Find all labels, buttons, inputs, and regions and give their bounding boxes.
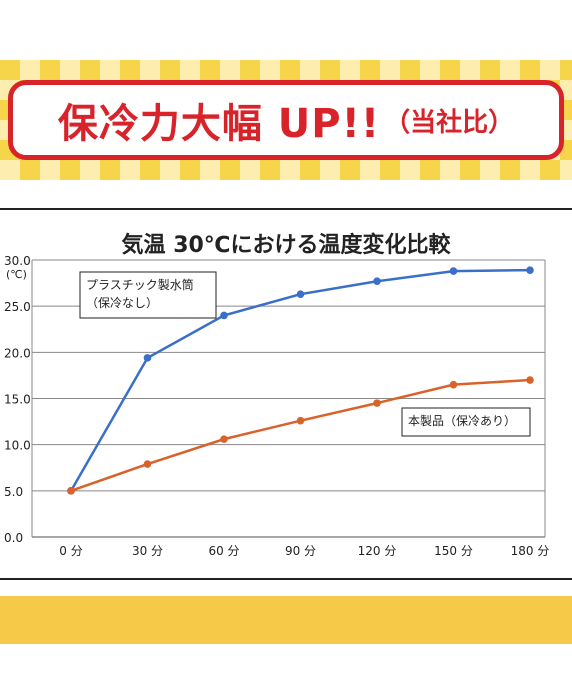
bottom-yellow-band (0, 596, 572, 644)
y-axis-unit: (℃) (6, 268, 27, 281)
series-label-text: 本製品（保冷あり） (408, 414, 516, 428)
y-tick-label: 15.0 (4, 393, 31, 407)
x-tick-label: 30 分 (132, 544, 163, 558)
banner-subtext: （当社比） (384, 107, 515, 138)
data-point-0 (526, 266, 534, 274)
promo-banner: 保冷力大幅 UP!! （当社比） (8, 80, 564, 160)
x-tick-label: 180 分 (511, 544, 550, 558)
data-point-1 (220, 435, 228, 443)
y-tick-label: 5.0 (4, 485, 23, 499)
x-tick-label: 150 分 (434, 544, 473, 558)
series-label-frame (79, 271, 217, 319)
y-tick-label: 30.0 (4, 254, 31, 268)
data-point-1 (373, 399, 381, 407)
banner-headline: 保冷力大幅 UP!! (57, 101, 381, 147)
data-point-1 (449, 380, 458, 389)
x-tick-label: 120 分 (358, 544, 397, 558)
chart-panel: 気温 30℃における温度変化比較 (℃) 0.0 5.0 10.0 15.0 20.0 2… (0, 208, 572, 580)
y-tick-label: 0.0 (4, 531, 23, 545)
data-point-1 (526, 376, 534, 384)
data-point-1 (67, 487, 75, 495)
data-point-0 (449, 267, 458, 275)
series-label-text: プラスチック製水筒 (86, 277, 194, 292)
chart-title: 気温 30℃における温度変化比較 (122, 232, 452, 258)
series-label-box-1: 本製品（保冷あり） (401, 407, 531, 437)
data-point-0 (296, 290, 305, 298)
data-point-0 (220, 311, 228, 320)
x-tick-label: 0 分 (59, 544, 82, 558)
data-point-1 (296, 416, 305, 425)
temperature-line-chart: 気温 30℃における温度変化比較 (℃) 0.0 5.0 10.0 15.0 20.0 2… (4, 232, 550, 558)
data-point-0 (373, 277, 381, 286)
y-tick-label: 10.0 (4, 439, 31, 453)
series-label-frame (401, 407, 531, 437)
data-point-0 (143, 354, 152, 362)
data-point-1 (143, 460, 152, 468)
y-tick-label: 25.0 (4, 300, 31, 314)
series-label-text: （保冷なし） (86, 296, 158, 310)
series-label-box-0: プラスチック製水筒 （保冷なし） (79, 271, 217, 319)
x-tick-label: 60 分 (208, 544, 239, 558)
x-tick-label: 90 分 (285, 544, 316, 558)
y-tick-label: 20.0 (4, 346, 31, 360)
